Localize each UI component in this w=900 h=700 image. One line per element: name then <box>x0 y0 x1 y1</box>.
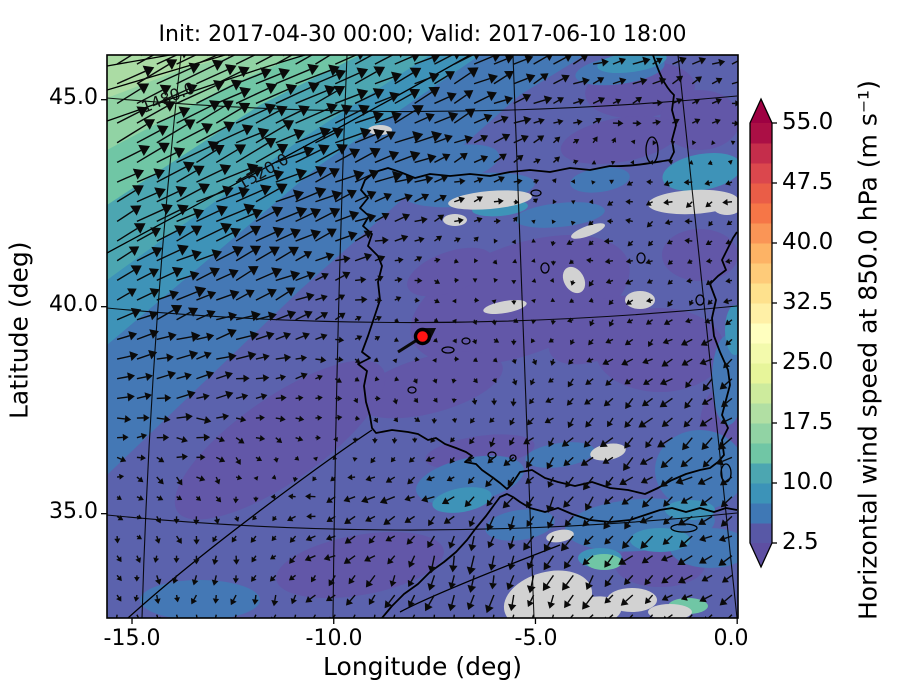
y-tick-label: 40.0 <box>49 292 98 317</box>
colorbar-tick-label: 40.0 <box>782 229 834 255</box>
colorbar-tick-label: 10.0 <box>782 469 834 495</box>
colorbar-tick-label: 47.5 <box>782 169 834 195</box>
x-tick-label: 0.0 <box>713 626 749 651</box>
x-tick-label: -5.0 <box>514 626 558 651</box>
x-tick-label: -15.0 <box>103 626 161 651</box>
colorbar <box>749 97 777 569</box>
colorbar-tick-label: 55.0 <box>782 109 834 135</box>
map-area <box>107 55 738 618</box>
y-tick-label: 45.0 <box>49 85 98 110</box>
colorbar-label: Horizontal wind speed at 850.0 hPa (m s⁻… <box>853 80 883 620</box>
quiver-arrows <box>114 55 738 618</box>
colorbar-tick-label: 32.5 <box>782 289 834 315</box>
colorbar-tick-label: 25.0 <box>782 349 834 375</box>
x-tick-label: -10.0 <box>305 626 363 651</box>
y-tick-label: 35.0 <box>49 499 98 524</box>
colorbar-tick-label: 2.5 <box>782 529 819 555</box>
plot-border <box>106 54 739 619</box>
station-marker <box>413 327 432 346</box>
colorbar-tick-label: 17.5 <box>782 409 834 435</box>
x-axis-label: Longitude (deg) <box>323 652 522 681</box>
plot-title: Init: 2017-04-30 00:00; Valid: 2017-06-1… <box>158 22 687 47</box>
